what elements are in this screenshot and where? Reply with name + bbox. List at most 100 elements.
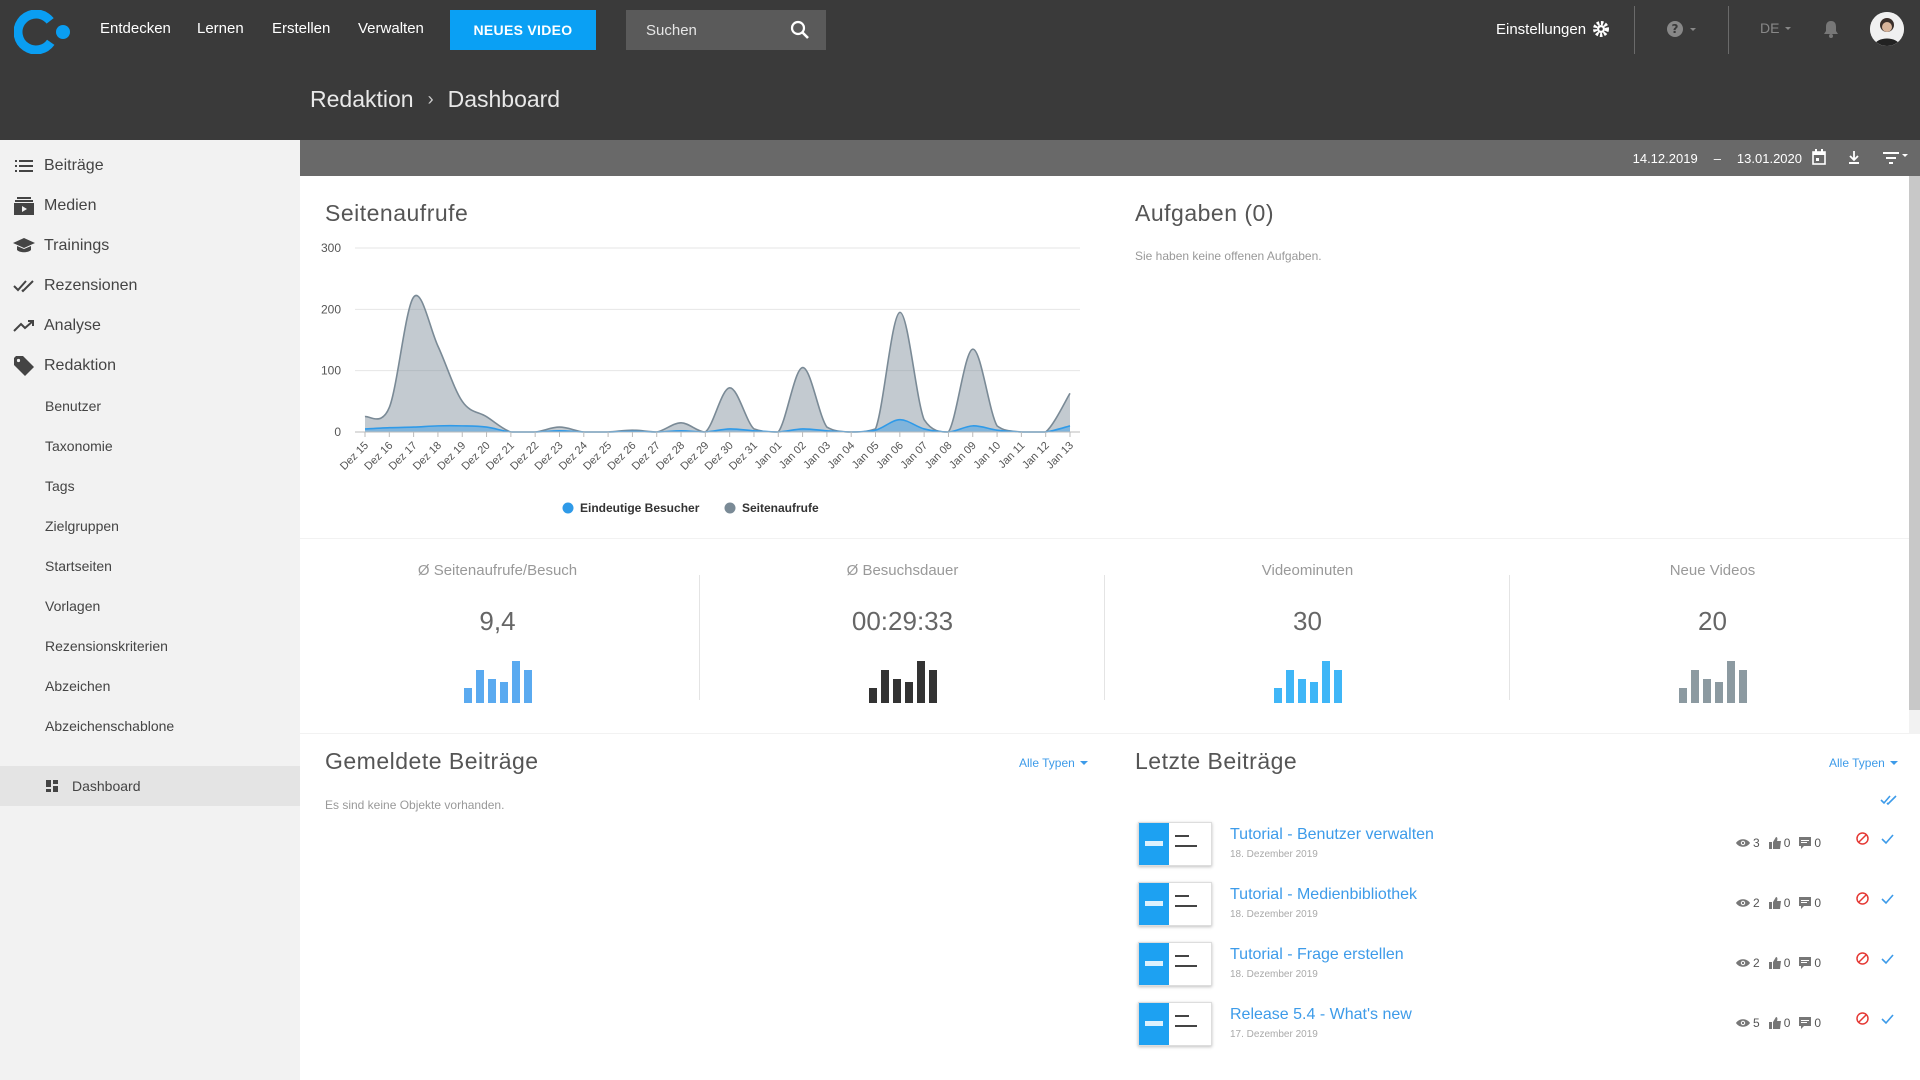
post-thumbnail[interactable] <box>1138 942 1212 986</box>
list-item[interactable]: Release 5.4 - What's new 17. Dezember 20… <box>1138 1002 1898 1052</box>
reject-icon[interactable] <box>1856 952 1869 965</box>
like-count: 0 <box>1783 1016 1791 1030</box>
sidebar-sub-dashboard[interactable]: Dashboard <box>0 766 300 806</box>
sidebar-item-analyse[interactable]: Analyse <box>0 306 300 346</box>
nav-entdecken[interactable]: Entdecken <box>100 20 171 37</box>
date-filter-bar: 14.12.2019 – 13.01.2020 <box>300 140 1920 176</box>
download-icon[interactable] <box>1848 149 1860 165</box>
post-title[interactable]: Tutorial - Medienbibliothek <box>1230 886 1418 903</box>
list-item[interactable]: Tutorial - Frage erstellen 18. Dezember … <box>1138 942 1898 992</box>
trending-up-icon <box>13 320 34 332</box>
stat-sparkline <box>1510 653 1915 703</box>
sidebar-item-rezensionen[interactable]: Rezensionen <box>0 266 300 306</box>
calendar-icon[interactable] <box>1812 149 1826 165</box>
date-range[interactable]: 14.12.2019 – 13.01.2020 <box>1633 151 1802 166</box>
recent-title: Letzte Beiträge <box>1135 748 1298 774</box>
search-input[interactable] <box>626 21 786 39</box>
reject-icon[interactable] <box>1856 832 1869 845</box>
bell-icon[interactable] <box>1822 19 1840 39</box>
sidebar-sub-zielgruppen[interactable]: Zielgruppen <box>45 518 119 534</box>
sidebar-item-redaktion[interactable]: Redaktion <box>0 346 300 386</box>
post-date: 18. Dezember 2019 <box>1230 909 1318 920</box>
double-check-icon[interactable] <box>1880 794 1898 806</box>
graduation-cap-icon <box>13 238 35 253</box>
recent-filter[interactable]: Alle Typen <box>1829 756 1899 770</box>
sparkline-bar <box>1285 670 1294 703</box>
post-thumbnail[interactable] <box>1138 1002 1212 1046</box>
dashboard-icon <box>46 780 58 792</box>
thumbnail-image-icon <box>1139 943 1211 985</box>
y-tick-label: 200 <box>321 302 341 316</box>
pageviews-title: Seitenaufrufe <box>325 200 469 226</box>
reject-icon[interactable] <box>1856 892 1869 905</box>
sidebar-sub-startseiten[interactable]: Startseiten <box>45 558 112 574</box>
sidebar-item-label: Redaktion <box>44 357 117 374</box>
divider <box>1509 575 1510 700</box>
sidebar-item-beitraege[interactable]: Beiträge <box>0 146 300 186</box>
sidebar-sub-benutzer[interactable]: Benutzer <box>45 398 102 414</box>
post-title[interactable]: Release 5.4 - What's new <box>1230 1006 1412 1023</box>
help-menu[interactable]: ? <box>1666 20 1698 38</box>
filter-icon[interactable] <box>1883 149 1911 165</box>
reported-title: Gemeldete Beiträge <box>325 748 539 774</box>
like-count: 0 <box>1783 956 1791 970</box>
avatar[interactable] <box>1870 12 1904 46</box>
view-count: 5 <box>1753 1016 1760 1030</box>
approve-check-icon[interactable] <box>1881 892 1894 905</box>
date-from: 14.12.2019 <box>1632 151 1698 166</box>
sidebar-sub-abzeichenschablone[interactable]: Abzeichenschablone <box>45 718 175 734</box>
approve-check-icon[interactable] <box>1881 952 1894 965</box>
list-item[interactable]: Tutorial - Medienbibliothek 18. Dezember… <box>1138 882 1898 932</box>
language-menu[interactable]: DE <box>1760 20 1793 36</box>
sparkline-bar <box>1678 688 1687 703</box>
sparkline-bar <box>1738 670 1747 703</box>
post-title[interactable]: Tutorial - Benutzer verwalten <box>1230 826 1434 843</box>
sparkline-bar <box>475 670 484 703</box>
sidebar-sub-abzeichen[interactable]: Abzeichen <box>45 678 111 694</box>
sparkline-bar <box>1690 670 1699 703</box>
like-count: 0 <box>1783 896 1791 910</box>
settings-menu[interactable]: Einstellungen <box>1496 20 1610 38</box>
sparkline-bar <box>916 661 925 703</box>
eye-icon <box>1736 839 1750 847</box>
approve-check-icon[interactable] <box>1881 832 1894 845</box>
post-thumbnail[interactable] <box>1138 882 1212 926</box>
nav-erstellen[interactable]: Erstellen <box>272 20 331 37</box>
thumbnail-image-icon <box>1139 1003 1211 1045</box>
sparkline-bar <box>499 682 508 703</box>
sidebar-sub-vorlagen[interactable]: Vorlagen <box>45 598 101 614</box>
sidebar-sub-taxonomie[interactable]: Taxonomie <box>45 438 113 454</box>
y-tick-label: 300 <box>321 241 341 255</box>
sidebar-item-trainings[interactable]: Trainings <box>0 226 300 266</box>
app-logo[interactable] <box>14 10 72 54</box>
nav-verwalten[interactable]: Verwalten <box>358 20 424 37</box>
sparkline-bar <box>487 679 496 703</box>
breadcrumb-parent[interactable]: Redaktion <box>310 86 414 112</box>
view-count: 3 <box>1753 836 1760 850</box>
comment-count: 0 <box>1814 1016 1822 1030</box>
new-video-button[interactable]: NEUES VIDEO <box>450 10 596 50</box>
divider <box>1728 6 1729 54</box>
filter-label: Alle Typen <box>1019 756 1075 770</box>
sidebar-sub-rezensionskriterien[interactable]: Rezensionskriterien <box>45 638 168 654</box>
post-title[interactable]: Tutorial - Frage erstellen <box>1230 946 1404 963</box>
approve-check-icon[interactable] <box>1881 1012 1894 1025</box>
sparkline-bar <box>928 670 937 703</box>
post-stats: 3 0 0 <box>1736 836 1821 850</box>
comment-icon <box>1799 837 1812 849</box>
post-thumbnail[interactable] <box>1138 822 1212 866</box>
reject-icon[interactable] <box>1856 1012 1869 1025</box>
sidebar-item-medien[interactable]: Medien <box>0 186 300 226</box>
stat-label: Videominuten <box>1261 562 1354 579</box>
sparkline-bar <box>1273 688 1282 703</box>
chevron-down-icon <box>1785 27 1792 30</box>
nav-lernen[interactable]: Lernen <box>197 20 244 37</box>
scrollbar[interactable] <box>1909 176 1920 710</box>
list-item[interactable]: Tutorial - Benutzer verwalten 18. Dezemb… <box>1138 822 1898 872</box>
reported-filter[interactable]: Alle Typen <box>1019 756 1089 770</box>
sidebar-sub-tags[interactable]: Tags <box>45 478 75 494</box>
tag-icon <box>14 356 34 376</box>
page-title: Dashboard <box>447 86 561 112</box>
search-icon[interactable] <box>790 20 810 40</box>
